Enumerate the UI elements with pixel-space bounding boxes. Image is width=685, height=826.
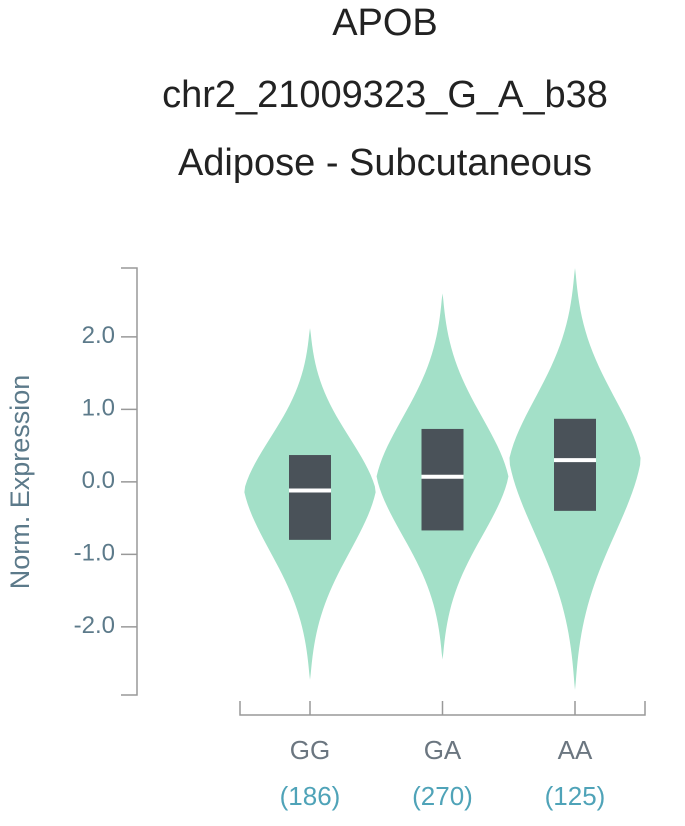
chart-title: APOB	[332, 2, 438, 44]
x-tick-label: GG	[290, 735, 330, 765]
box	[554, 418, 596, 511]
sample-count: (270)	[412, 781, 473, 811]
y-tick-label: 2.0	[82, 322, 115, 349]
y-tick-label: 0.0	[82, 467, 115, 494]
sample-count: (186)	[280, 781, 341, 811]
y-tick-label: -1.0	[74, 540, 115, 567]
y-tick-label: 1.0	[82, 395, 115, 422]
y-tick-label: -2.0	[74, 612, 115, 639]
box	[421, 428, 464, 531]
chart-subtitle: Adipose - Subcutaneous	[178, 142, 592, 184]
y-axis-label: Norm. Expression	[5, 375, 35, 590]
chart-subtitle: chr2_21009323_G_A_b38	[162, 74, 608, 116]
x-tick-label: GA	[424, 735, 462, 765]
sample-count: (125)	[545, 781, 606, 811]
box	[289, 455, 331, 540]
x-tick-label: AA	[558, 735, 593, 765]
